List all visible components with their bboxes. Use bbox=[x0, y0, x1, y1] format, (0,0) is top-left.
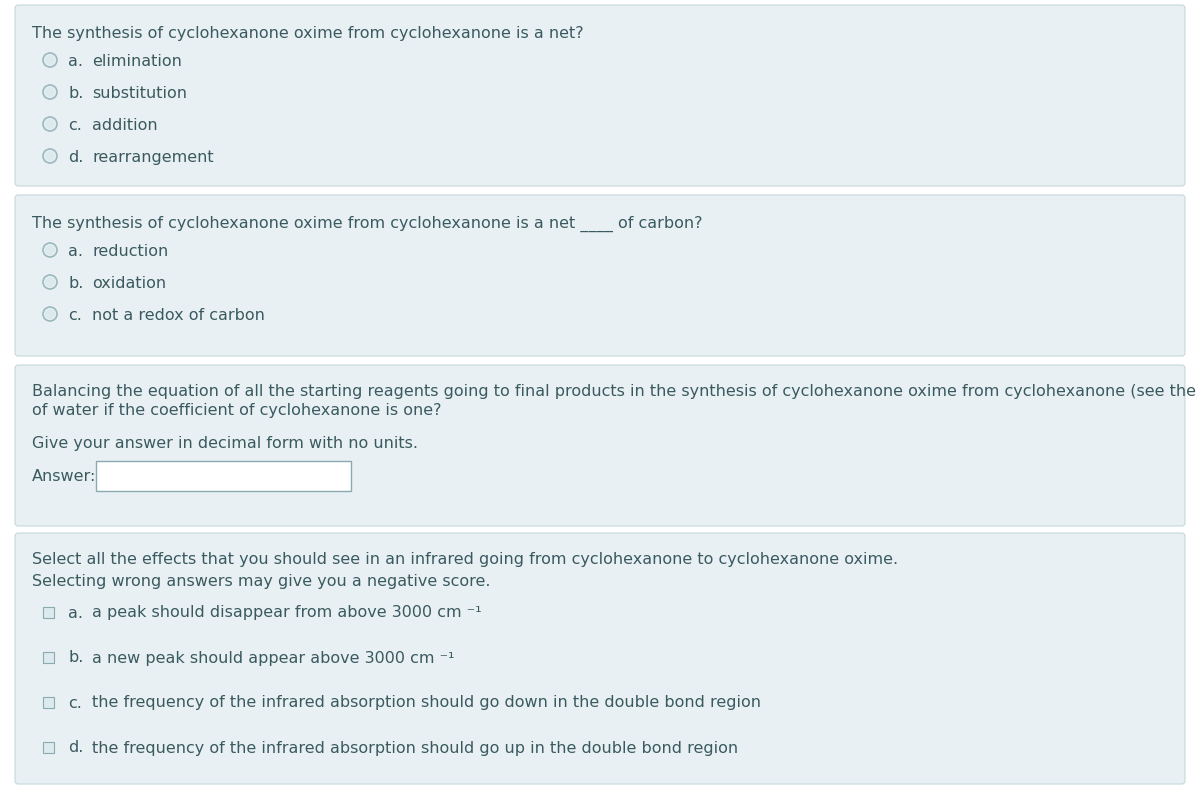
Text: reduction: reduction bbox=[92, 244, 168, 259]
Text: b.: b. bbox=[68, 275, 83, 290]
Text: substitution: substitution bbox=[92, 85, 187, 100]
Text: Select all the effects that you should see in an infrared going from cyclohexano: Select all the effects that you should s… bbox=[32, 552, 898, 567]
Text: Balancing the equation of all the starting reagents going to final products in t: Balancing the equation of all the starti… bbox=[32, 384, 1200, 399]
Circle shape bbox=[44, 245, 55, 255]
FancyBboxPatch shape bbox=[14, 365, 1186, 526]
FancyBboxPatch shape bbox=[14, 533, 1186, 784]
Text: the frequency of the infrared absorption should go up in the double bond region: the frequency of the infrared absorption… bbox=[92, 741, 738, 756]
Text: -1: -1 bbox=[0, 0, 12, 3]
Bar bbox=[96, 461, 352, 491]
Bar bbox=[42, 697, 54, 708]
Text: addition: addition bbox=[92, 118, 157, 133]
Text: c.: c. bbox=[68, 695, 82, 711]
FancyBboxPatch shape bbox=[14, 5, 1186, 186]
Text: The synthesis of cyclohexanone oxime from cyclohexanone is a net ____ of carbon?: The synthesis of cyclohexanone oxime fro… bbox=[32, 216, 702, 232]
Text: a peak should disappear from above 3000 cm ⁻¹: a peak should disappear from above 3000 … bbox=[92, 605, 481, 620]
Text: Give your answer in decimal form with no units.: Give your answer in decimal form with no… bbox=[32, 436, 418, 451]
Circle shape bbox=[44, 119, 55, 129]
Text: c.: c. bbox=[68, 308, 82, 323]
Text: Selecting wrong answers may give you a negative score.: Selecting wrong answers may give you a n… bbox=[32, 574, 491, 589]
Circle shape bbox=[44, 87, 55, 97]
Text: The synthesis of cyclohexanone oxime from cyclohexanone is a net?: The synthesis of cyclohexanone oxime fro… bbox=[32, 26, 583, 41]
Circle shape bbox=[44, 309, 55, 319]
Text: c.: c. bbox=[68, 118, 82, 133]
Text: rearrangement: rearrangement bbox=[92, 149, 214, 164]
Bar bbox=[42, 652, 54, 663]
Text: not a redox of carbon: not a redox of carbon bbox=[92, 308, 265, 323]
Circle shape bbox=[44, 55, 55, 65]
FancyBboxPatch shape bbox=[14, 195, 1186, 356]
Text: of water if the coefficient of cyclohexanone is one?: of water if the coefficient of cyclohexa… bbox=[32, 403, 442, 418]
Circle shape bbox=[44, 277, 55, 287]
Text: a new peak should appear above 3000 cm ⁻¹: a new peak should appear above 3000 cm ⁻… bbox=[92, 650, 455, 665]
Text: Answer:: Answer: bbox=[32, 469, 96, 484]
Text: the frequency of the infrared absorption should go down in the double bond regio: the frequency of the infrared absorption… bbox=[92, 695, 761, 711]
Text: a.: a. bbox=[68, 244, 83, 259]
Text: b.: b. bbox=[68, 85, 83, 100]
Text: oxidation: oxidation bbox=[92, 275, 166, 290]
Bar bbox=[42, 742, 54, 753]
Text: b.: b. bbox=[68, 650, 83, 665]
Text: d.: d. bbox=[68, 741, 83, 756]
Text: a.: a. bbox=[68, 54, 83, 69]
Text: d.: d. bbox=[68, 149, 83, 164]
Text: elimination: elimination bbox=[92, 54, 182, 69]
Text: a.: a. bbox=[68, 605, 83, 620]
Text: -1: -1 bbox=[0, 0, 12, 3]
Circle shape bbox=[44, 151, 55, 161]
Bar bbox=[42, 607, 54, 618]
